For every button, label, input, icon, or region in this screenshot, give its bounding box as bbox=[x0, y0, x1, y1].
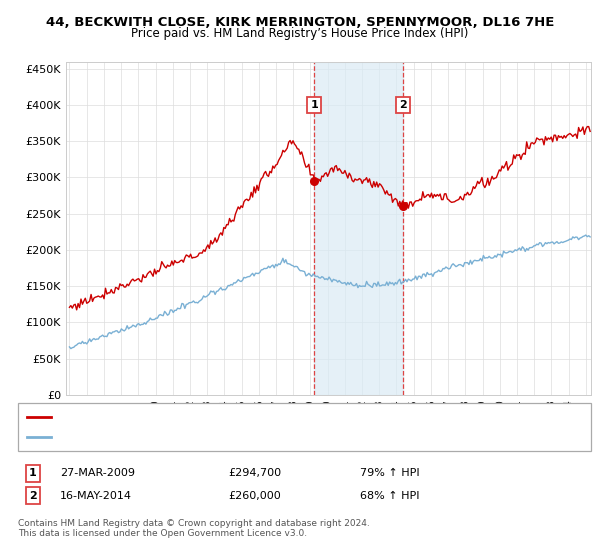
Text: This data is licensed under the Open Government Licence v3.0.: This data is licensed under the Open Gov… bbox=[18, 529, 307, 538]
Text: 1: 1 bbox=[311, 100, 318, 110]
Text: £260,000: £260,000 bbox=[228, 491, 281, 501]
Text: 44, BECKWITH CLOSE, KIRK MERRINGTON, SPENNYMOOR, DL16 7HE (detached house): 44, BECKWITH CLOSE, KIRK MERRINGTON, SPE… bbox=[57, 412, 506, 422]
Text: 27-MAR-2009: 27-MAR-2009 bbox=[60, 468, 135, 478]
Text: HPI: Average price, detached house, County Durham: HPI: Average price, detached house, Coun… bbox=[57, 432, 332, 442]
Text: 2: 2 bbox=[29, 491, 37, 501]
Text: Price paid vs. HM Land Registry’s House Price Index (HPI): Price paid vs. HM Land Registry’s House … bbox=[131, 27, 469, 40]
Bar bbox=[314, 62, 403, 395]
Text: 44, BECKWITH CLOSE, KIRK MERRINGTON, SPENNYMOOR, DL16 7HE: 44, BECKWITH CLOSE, KIRK MERRINGTON, SPE… bbox=[46, 16, 554, 29]
Text: 2: 2 bbox=[399, 100, 407, 110]
Text: £294,700: £294,700 bbox=[228, 468, 281, 478]
Text: 68% ↑ HPI: 68% ↑ HPI bbox=[360, 491, 419, 501]
Text: Contains HM Land Registry data © Crown copyright and database right 2024.: Contains HM Land Registry data © Crown c… bbox=[18, 519, 370, 528]
Text: 1: 1 bbox=[29, 468, 37, 478]
Text: 79% ↑ HPI: 79% ↑ HPI bbox=[360, 468, 419, 478]
Text: 16-MAY-2014: 16-MAY-2014 bbox=[60, 491, 132, 501]
